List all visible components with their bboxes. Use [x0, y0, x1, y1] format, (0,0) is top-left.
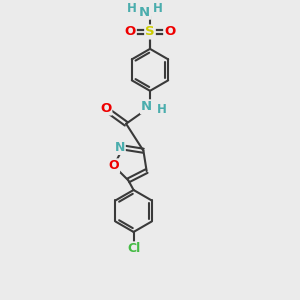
- Text: N: N: [139, 6, 150, 19]
- Text: O: O: [100, 101, 111, 115]
- Text: H: H: [157, 103, 167, 116]
- Text: O: O: [164, 26, 176, 38]
- Text: N: N: [141, 100, 152, 113]
- Text: N: N: [114, 141, 125, 154]
- Text: Cl: Cl: [127, 242, 140, 255]
- Text: O: O: [109, 159, 119, 172]
- Text: H: H: [153, 2, 163, 15]
- Text: S: S: [145, 26, 155, 38]
- Text: H: H: [127, 2, 137, 15]
- Text: O: O: [124, 26, 136, 38]
